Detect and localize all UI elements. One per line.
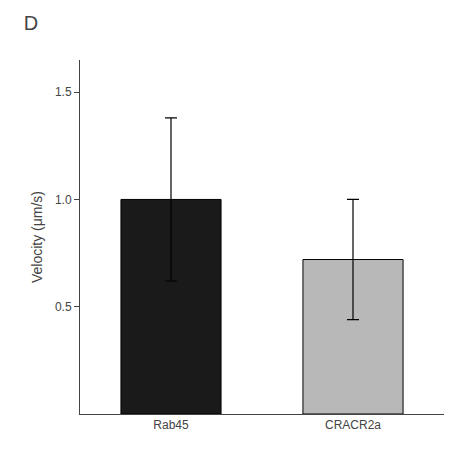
svg-text:1.0: 1.0 xyxy=(55,193,72,207)
svg-text:Velocity (μm/s): Velocity (μm/s) xyxy=(29,191,45,283)
svg-text:1.5: 1.5 xyxy=(55,85,72,99)
svg-text:Rab45: Rab45 xyxy=(153,418,189,432)
svg-text:CRACR2a: CRACR2a xyxy=(325,418,381,432)
svg-text:D: D xyxy=(24,12,38,34)
svg-text:0.5: 0.5 xyxy=(55,300,72,314)
